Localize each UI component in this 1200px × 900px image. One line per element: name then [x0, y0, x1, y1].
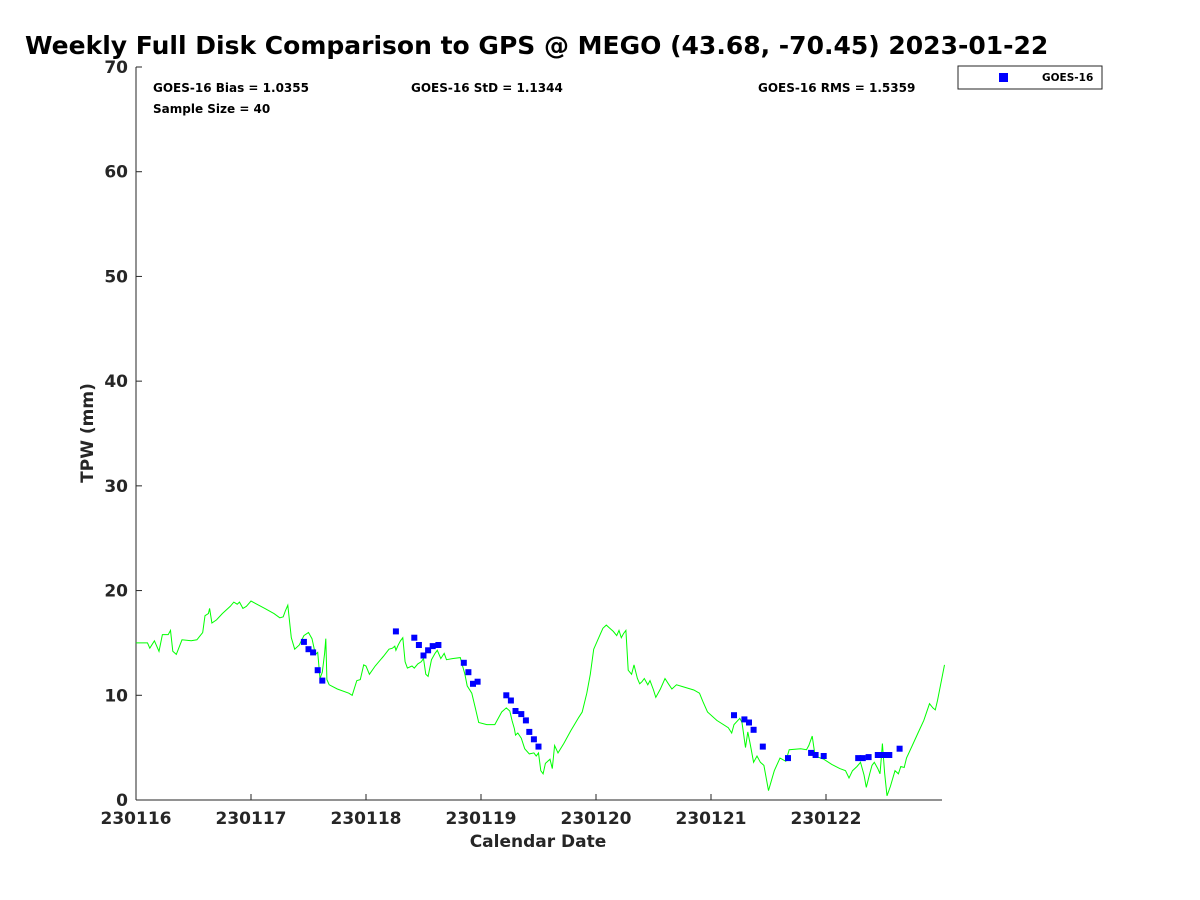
y-tick-label: 60 [104, 163, 128, 183]
goes-16-point [865, 754, 872, 761]
legend: GOES-16 [957, 65, 1103, 90]
goes-16-point [759, 743, 766, 750]
goes-16-point [746, 719, 752, 726]
y-tick-label: 20 [104, 582, 128, 602]
goes-16-point [535, 743, 542, 750]
goes-16-point [319, 677, 326, 684]
goes-16-point [741, 716, 748, 723]
goes-16-point [518, 711, 525, 718]
goes-16-point [896, 745, 903, 752]
x-axis-label: Calendar Date [470, 832, 607, 852]
goes-16-point [411, 634, 418, 641]
chart-title: Weekly Full Disk Comparison to GPS @ MEG… [25, 31, 1048, 60]
goes-16-point [470, 680, 476, 687]
y-tick-label: 10 [104, 686, 128, 706]
y-tick-label: 30 [104, 477, 128, 497]
y-tick-label: 70 [104, 58, 128, 78]
goes-16-point [314, 667, 321, 674]
goes-16-point [812, 752, 819, 758]
goes-16-points [300, 628, 903, 762]
goes-16-point [808, 749, 815, 756]
goes-16-point [435, 642, 442, 648]
goes-16-point [855, 755, 862, 762]
goes-16-point [420, 652, 427, 659]
y-tick-label: 40 [104, 372, 128, 392]
goes-16-point [310, 649, 317, 656]
y-tick-label: 0 [116, 791, 128, 811]
goes-16-point [886, 752, 893, 758]
goes-16-point [530, 736, 537, 743]
goes-16-point [415, 642, 422, 648]
legend-box [957, 65, 1103, 90]
goes-16-point [300, 638, 307, 645]
goes-16-point [460, 659, 467, 666]
goes-16-point [874, 752, 881, 758]
stat-bias: GOES-16 Bias = 1.0355 [153, 81, 309, 95]
goes-16-point [512, 708, 519, 714]
goes-16-point [429, 643, 436, 650]
goes-16-point [305, 646, 312, 653]
stat-rms: GOES-16 RMS = 1.5359 [758, 81, 915, 95]
x-axis-ticks: 230116 230117 230118 230119 230120 230121 2301… [101, 794, 862, 829]
goes-16-point [503, 692, 510, 699]
goes-16-point [465, 669, 472, 676]
x-tick-label: 230117 [216, 809, 287, 829]
goes-16-point [785, 755, 791, 762]
gps-line [136, 600, 945, 796]
goes-16-point [526, 728, 533, 735]
goes-16-point [474, 678, 481, 685]
legend-marker [999, 73, 1008, 82]
x-tick-label: 230116 [101, 809, 172, 829]
y-tick-label: 50 [104, 267, 128, 287]
y-axis-label: TPW (mm) [78, 383, 98, 483]
legend-label: GOES-16 [1042, 72, 1093, 84]
x-tick-label: 230119 [446, 809, 517, 829]
goes-16-point [522, 717, 529, 724]
x-tick-label: 230122 [791, 809, 862, 829]
stat-sample-size: Sample Size = 40 [153, 102, 270, 116]
y-axis-ticks: 0 10 20 30 40 50 60 70 [104, 58, 142, 811]
x-tick-label: 230121 [676, 809, 747, 829]
plot-area [135, 67, 942, 801]
goes-16-point [859, 755, 866, 762]
x-tick-label: 230118 [331, 809, 402, 829]
goes-16-point [731, 712, 737, 719]
stat-std: GOES-16 StD = 1.1344 [411, 81, 563, 95]
goes-16-point [880, 752, 887, 758]
goes-16-point [425, 647, 432, 654]
x-tick-label: 230120 [561, 809, 632, 829]
goes-16-point [392, 628, 399, 635]
goes-16-point [750, 726, 757, 733]
goes-16-point [820, 753, 827, 759]
goes-16-point [507, 697, 514, 704]
